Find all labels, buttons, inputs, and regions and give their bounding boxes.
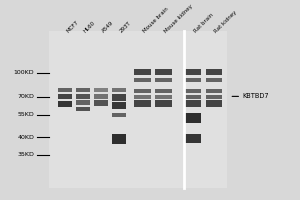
Text: 40KD: 40KD (17, 135, 34, 140)
Bar (155, 95, 172, 99)
Bar (206, 100, 222, 107)
Bar (76, 100, 90, 105)
Text: HL60: HL60 (83, 20, 97, 34)
Bar (134, 95, 151, 99)
Bar (134, 69, 151, 75)
Text: Rat brain: Rat brain (193, 13, 214, 34)
Text: 100KD: 100KD (14, 70, 34, 75)
Bar (206, 89, 222, 93)
Bar (94, 88, 108, 92)
Bar (134, 89, 151, 93)
Bar (76, 88, 90, 92)
Text: 293T: 293T (119, 21, 132, 34)
Text: Rat kidney: Rat kidney (214, 10, 238, 34)
Bar (112, 94, 126, 101)
Bar (76, 107, 90, 111)
Bar (185, 89, 201, 93)
Bar (94, 94, 108, 99)
Bar (134, 78, 151, 82)
Bar (155, 89, 172, 93)
Bar (155, 100, 172, 107)
Bar (206, 78, 222, 82)
Text: 55KD: 55KD (17, 112, 34, 117)
Bar (185, 134, 201, 143)
Bar (185, 95, 201, 99)
Bar (112, 134, 126, 144)
Bar (58, 88, 72, 92)
Bar (185, 78, 201, 82)
Text: Mouse kidney: Mouse kidney (164, 4, 194, 34)
Text: 70KD: 70KD (17, 94, 34, 99)
Bar (76, 94, 90, 99)
Bar (112, 88, 126, 92)
Bar (58, 101, 72, 107)
Text: MCF7: MCF7 (65, 20, 80, 34)
Bar (206, 69, 222, 75)
Bar (58, 94, 72, 99)
Bar (185, 69, 201, 75)
Bar (112, 113, 126, 117)
Bar (134, 100, 151, 107)
Bar (206, 95, 222, 99)
Text: Mouse brain: Mouse brain (142, 7, 170, 34)
Text: 35KD: 35KD (17, 152, 34, 157)
Bar (49, 31, 227, 188)
Bar (185, 113, 201, 123)
Bar (185, 100, 201, 107)
Bar (112, 102, 126, 109)
Text: KBTBD7: KBTBD7 (242, 93, 269, 99)
Bar (94, 100, 108, 106)
Text: A549: A549 (101, 20, 115, 34)
Bar (155, 69, 172, 75)
Bar (155, 78, 172, 82)
